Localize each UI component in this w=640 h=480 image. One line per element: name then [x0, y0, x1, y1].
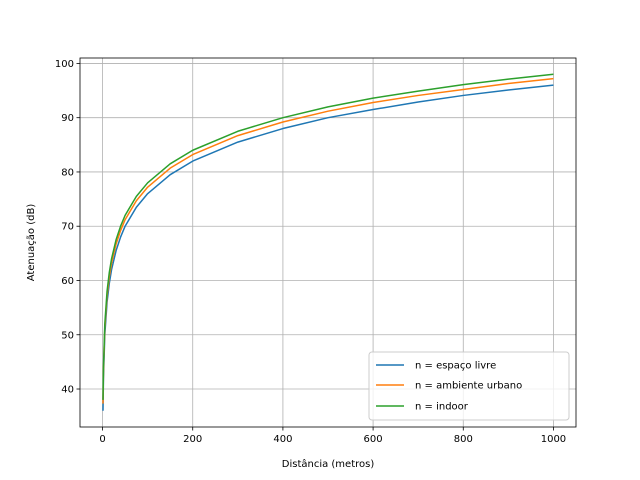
- y-tick-label: 70: [61, 222, 74, 233]
- y-tick-label: 100: [55, 59, 74, 70]
- legend: n = espaço livre n = ambiente urbano n =…: [368, 351, 570, 421]
- legend-box: [368, 351, 570, 421]
- plot-frame: [79, 57, 577, 428]
- grid: [80, 58, 576, 427]
- y-tick-label: 40: [61, 385, 74, 396]
- series-line-espaco-livre: [102, 84, 554, 411]
- axis-ticks: 0 200 400 600 800 1000 40 50 60 70 80 90 100: [55, 59, 566, 445]
- y-tick-label: 80: [61, 167, 74, 178]
- x-tick-label: 600: [364, 434, 383, 445]
- series-line-indoor: [102, 73, 554, 400]
- plot-series: [102, 73, 554, 411]
- legend-label-espaco-livre: n = espaço livre: [415, 361, 496, 372]
- x-tick-label: 400: [273, 434, 292, 445]
- x-tick-label: 0: [99, 434, 105, 445]
- y-tick-label: 90: [61, 113, 74, 124]
- y-tick-label: 60: [61, 276, 74, 287]
- legend-label-indoor: n = indoor: [415, 402, 469, 413]
- legend-label-ambiente-urbano: n = ambiente urbano: [415, 381, 522, 392]
- y-tick-label: 50: [61, 330, 74, 341]
- x-tick-label: 1000: [541, 434, 566, 445]
- x-axis-label: Distância (metros): [282, 458, 375, 470]
- x-tick-label: 200: [183, 434, 202, 445]
- x-tick-label: 800: [454, 434, 473, 445]
- y-axis-label: Atenuação (dB): [26, 204, 37, 282]
